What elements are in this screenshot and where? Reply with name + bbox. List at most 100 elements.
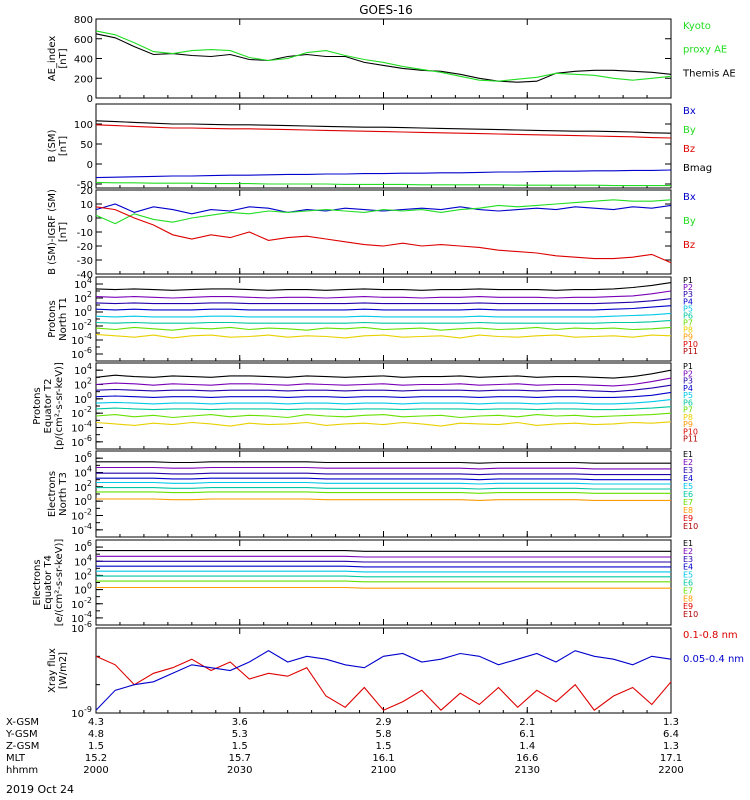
y-tick-label: 0 <box>87 94 93 105</box>
panel-3: -40 -30 -20 -10 0 10 20 B (SM)-IGRF (SM) [nT] Bx B… <box>47 186 696 281</box>
series-line-e5 <box>96 481 671 485</box>
footer-row-label: MLT <box>6 753 26 764</box>
series-line-e3 <box>96 472 671 476</box>
y-axis-label: Electrons <box>47 471 58 517</box>
series-line-bmag <box>95 120 672 134</box>
series-line-p2 <box>95 290 672 299</box>
legend-label: P2 <box>683 283 693 292</box>
panel-frame <box>95 627 672 714</box>
y-tick-label: 10-2 <box>71 405 92 420</box>
legend-label: E6 <box>683 490 693 499</box>
legend-label: P1 <box>683 362 693 371</box>
y-axis-label: [nT] <box>58 48 69 68</box>
series-line-p5 <box>95 399 672 405</box>
series-line-e6 <box>96 575 671 578</box>
legend-label: E4 <box>683 563 693 572</box>
panel-frame <box>95 539 672 626</box>
legend-label: 0.1-0.8 nm <box>683 630 738 641</box>
legend-label: P10 <box>683 427 698 436</box>
series-line-p7 <box>95 412 672 419</box>
footer-value: 15.2 <box>85 753 107 764</box>
legend-label: E1 <box>683 450 693 459</box>
legend-label: Bx <box>683 192 696 203</box>
series-line-p3 <box>95 298 672 305</box>
ephemeris-footer: 2019 Oct 24 X-GSM 4.3 3.6 2.9 2.1 1.3 Y-GSM 4.8… <box>5 717 684 796</box>
y-tick-label: 10-9 <box>71 705 92 720</box>
y-tick-label: -30 <box>77 256 93 267</box>
series-line-p1 <box>95 282 672 291</box>
y-tick-label: 10 <box>80 200 93 211</box>
y-axis-label: [p/(cm²-s-sr-keV)] <box>54 362 65 450</box>
series-line-e1 <box>96 550 671 552</box>
series-line-0-1-0-8-nm <box>95 655 672 711</box>
footer-row-label: X-GSM <box>6 717 39 728</box>
legend-label: P11 <box>683 347 698 356</box>
legend-label: E7 <box>683 586 693 595</box>
legend-label: By <box>683 125 696 136</box>
footer-value: 1.3 <box>663 717 679 728</box>
series-line-themis-ae <box>95 33 672 83</box>
y-tick-label: 104 <box>74 553 92 568</box>
legend-label: Bx <box>683 106 696 117</box>
footer-value: 15.7 <box>229 753 251 764</box>
legend-label: E4 <box>683 474 693 483</box>
y-axis-label: B (SM)-IGRF (SM) <box>47 189 58 275</box>
legend-label: P10 <box>683 340 698 349</box>
y-tick-label: -10 <box>77 228 93 239</box>
series-line-bz <box>95 124 672 139</box>
y-tick-label: 102 <box>74 567 92 582</box>
footer-value: 2030 <box>227 765 252 776</box>
legend-label: P9 <box>683 333 693 342</box>
y-tick-label: 600 <box>74 35 93 46</box>
series-line-0-05-0-4-nm <box>95 650 672 711</box>
y-axis-label: North T3 <box>58 472 69 516</box>
footer-value: 1.3 <box>663 741 679 752</box>
series-line-e4 <box>96 565 671 568</box>
panel-frame <box>95 103 672 189</box>
legend-label: P4 <box>683 297 693 306</box>
legend-label: E2 <box>683 458 693 467</box>
legend-label: E3 <box>683 466 693 475</box>
series-line-e4 <box>96 477 671 481</box>
series-line-p8 <box>95 421 672 427</box>
y-axis-label: AE_index <box>47 36 58 82</box>
series-line-p3 <box>95 384 672 393</box>
y-tick-label: 20 <box>80 186 93 197</box>
y-tick-label: 10-4 <box>71 522 92 537</box>
y-axis-label: Electrons <box>32 559 43 605</box>
legend-label: Themis AE <box>682 68 736 79</box>
footer-value: 1.5 <box>88 741 104 752</box>
y-axis-label: [e/(cm²-s-sr-keV)] <box>54 539 65 627</box>
y-axis-label: Equator T4 <box>43 555 54 610</box>
series-line-e7 <box>96 580 671 583</box>
footer-value: 6.4 <box>663 729 679 740</box>
legend-label: P7 <box>683 406 693 415</box>
series-line-e1 <box>96 461 671 464</box>
footer-value: 2.9 <box>376 717 392 728</box>
series-line-kyoto-proxy-ae <box>95 30 672 82</box>
series-line-by <box>95 181 671 187</box>
y-tick-label: 102 <box>74 290 92 305</box>
footer-value: 4.3 <box>88 717 104 728</box>
footer-value: 2200 <box>658 765 683 776</box>
footer-value: 2130 <box>515 765 540 776</box>
y-tick-label: 100 <box>74 304 92 319</box>
series-line-bx <box>95 169 672 179</box>
legend-label: P7 <box>683 319 693 328</box>
y-tick-label: 0 <box>87 160 93 171</box>
y-tick-label: 800 <box>74 15 93 26</box>
y-axis-label: B (SM) <box>47 129 58 162</box>
footer-row-label: Z-GSM <box>6 741 39 752</box>
footer-value: 1.5 <box>232 741 248 752</box>
legend-label: P5 <box>683 304 693 313</box>
legend-label: E10 <box>683 610 698 619</box>
y-tick-label: 10-4 <box>71 332 92 347</box>
y-tick-label: 400 <box>74 55 93 66</box>
y-axis-label: [W/m2] <box>58 652 69 689</box>
y-tick-label: 10-6 <box>71 620 92 635</box>
figure-title: GOES-16 <box>359 3 413 17</box>
series-line-bz <box>95 206 672 264</box>
